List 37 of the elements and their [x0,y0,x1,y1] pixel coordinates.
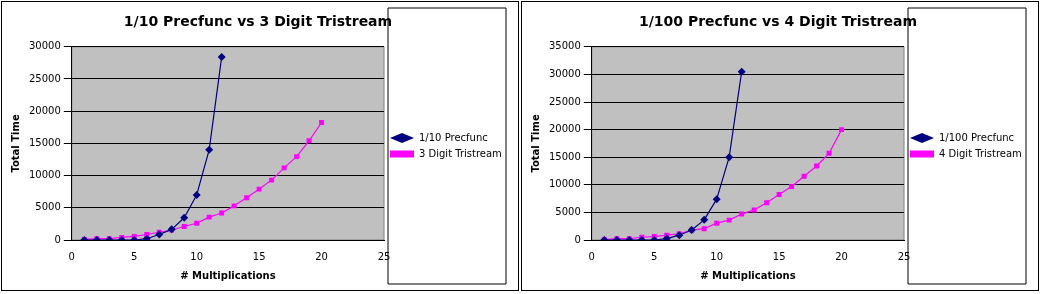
y-tick-label: 15000 [549,150,581,162]
y-tick-label: 10000 [29,169,61,181]
x-tick-label: 0 [68,250,75,262]
y-tick-label: 10000 [549,178,581,190]
legend-label: 1/100 Precfunc [939,131,1015,143]
y-axis-title: Total Time [9,114,21,173]
chart-title: 1/100 Precfunc vs 4 Digit Tristream [638,13,918,30]
y-tick-label: 15000 [29,136,61,148]
x-tick-label: 10 [190,250,204,262]
x-tick-label: 5 [651,250,658,262]
x-tick-label: 5 [131,250,138,262]
y-tick-label: 35000 [549,40,581,52]
legend-label: 3 Digit Tristream [419,147,502,159]
x-tick-label: 0 [588,250,595,262]
legend-label: 1/10 Precfunc [419,131,488,143]
x-axis-title: # Multiplications [700,269,796,281]
y-tick-label: 5000 [35,201,61,213]
y-tick-label: 20000 [549,123,581,135]
y-tick-label: 5000 [555,205,581,217]
x-axis-title: # Multiplications [180,269,276,281]
x-tick-label: 10 [710,250,724,262]
x-tick-label: 20 [315,250,328,262]
y-tick-label: 30000 [549,67,581,79]
y-tick-label: 0 [574,233,581,245]
y-tick-label: 25000 [29,72,61,84]
y-tick-label: 30000 [29,40,61,52]
chart-title: 1/10 Precfunc vs 3 Digit Tristream [123,13,393,30]
x-tick-label: 20 [835,250,848,262]
x-tick-label: 15 [252,250,266,262]
x-tick-label: 15 [772,250,786,262]
x-tick-label: 25 [897,250,911,262]
y-axis-title: Total Time [529,114,541,173]
y-tick-label: 25000 [549,95,581,107]
x-tick-label: 25 [377,250,391,262]
legend-label: 4 Digit Tristream [939,147,1022,159]
y-tick-label: 20000 [29,104,61,116]
y-tick-label: 0 [54,233,61,245]
